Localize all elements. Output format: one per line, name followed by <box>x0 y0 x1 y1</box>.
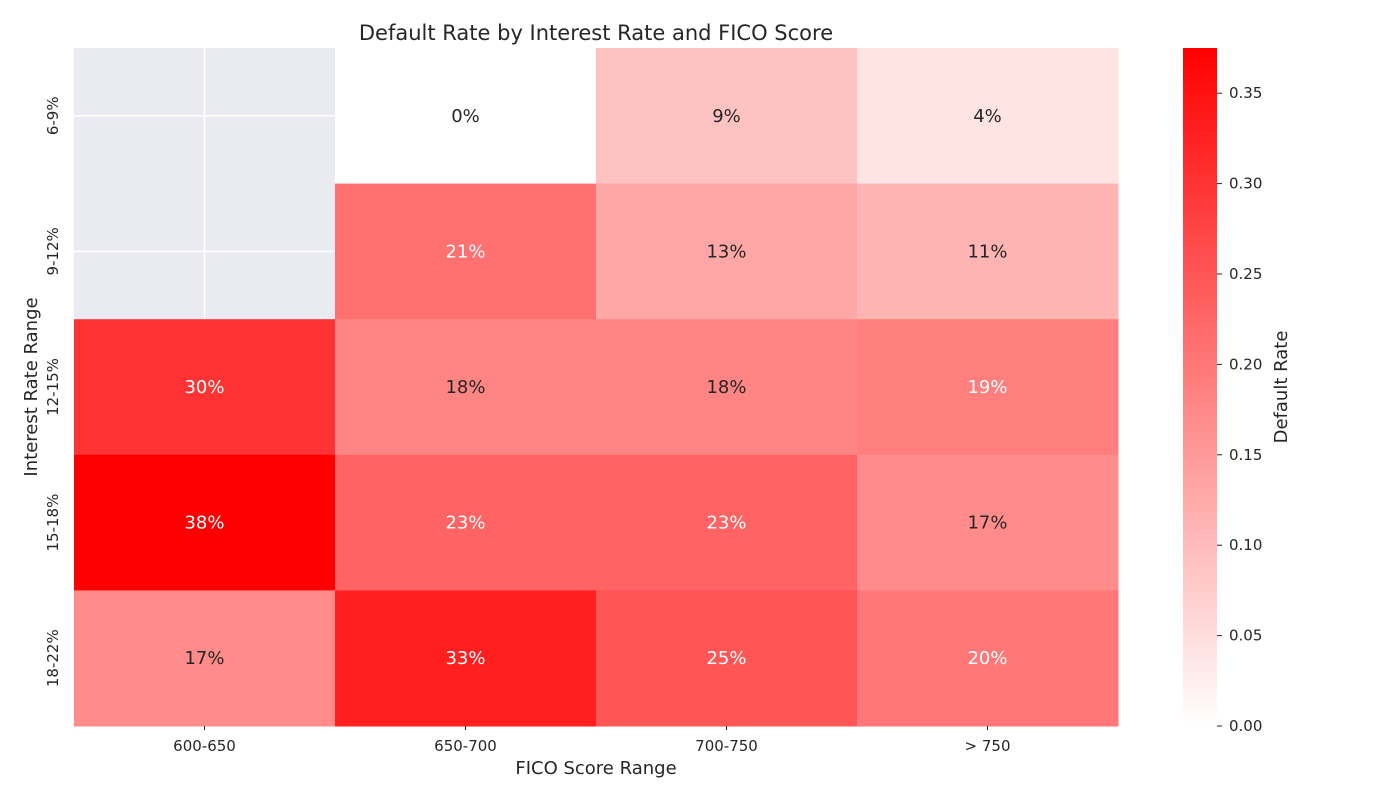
colorbar-tick-label: 0.25 <box>1229 265 1262 283</box>
x-tick-label: 700-750 <box>695 737 758 755</box>
y-axis-title: Interest Rate Range <box>21 297 42 476</box>
colorbar: 0.00 0.05 0.10 0.15 0.20 0.25 0.30 0.35 <box>1183 48 1262 735</box>
colorbar-tick-label: 0.00 <box>1229 717 1262 735</box>
colorbar-gradient <box>1183 48 1217 726</box>
x-tick-label: 650-700 <box>434 737 497 755</box>
x-axis-title: FICO Score Range <box>515 758 676 779</box>
heatmap-cell <box>857 454 1119 591</box>
heatmap-cell <box>335 48 597 185</box>
cell-value-label: 19% <box>967 377 1007 398</box>
chart-title: Default Rate by Interest Rate and FICO S… <box>359 21 833 45</box>
x-axis-ticks: 600-650 650-700 700-750 > 750 <box>173 726 1010 755</box>
x-tick-label: > 750 <box>965 737 1011 755</box>
colorbar-tick-label: 0.35 <box>1229 84 1262 102</box>
heatmap-cell <box>335 454 597 591</box>
heatmap-cell <box>74 590 336 727</box>
colorbar-tick-label: 0.10 <box>1229 536 1262 554</box>
cell-value-label: 4% <box>973 106 1002 127</box>
cell-value-label: 38% <box>184 513 224 534</box>
heatmap-cell <box>596 454 858 591</box>
cell-value-label: 18% <box>706 377 746 398</box>
cell-value-label: 23% <box>706 513 746 534</box>
heatmap-cell <box>596 590 858 727</box>
heatmap-cell <box>335 590 597 727</box>
heatmap-cell <box>596 183 858 320</box>
y-tick-label: 9-12% <box>44 227 62 275</box>
heatmap-cell <box>74 319 336 456</box>
y-tick-label: 12-15% <box>44 358 62 416</box>
cell-value-label: 20% <box>967 648 1007 669</box>
y-tick-label: 18-22% <box>44 629 62 687</box>
cell-value-label: 17% <box>967 513 1007 534</box>
cell-value-label: 23% <box>445 513 485 534</box>
heatmap-cell <box>857 48 1119 185</box>
heatmap-cell <box>596 319 858 456</box>
cell-value-label: 0% <box>451 106 480 127</box>
heatmap-cell <box>857 590 1119 727</box>
cell-value-label: 33% <box>445 648 485 669</box>
x-tick-label: 600-650 <box>173 737 236 755</box>
colorbar-tick-label: 0.20 <box>1229 355 1262 373</box>
cell-value-label: 18% <box>445 377 485 398</box>
y-axis-ticks: 6-9% 9-12% 12-15% 15-18% 18-22% <box>44 96 62 687</box>
heatmap-cell <box>74 454 336 591</box>
heatmap-cell <box>335 319 597 456</box>
y-tick-label: 15-18% <box>44 494 62 552</box>
cell-value-label: 11% <box>967 241 1007 262</box>
cell-value-label: 21% <box>445 241 485 262</box>
heatmap-cell <box>857 319 1119 456</box>
heatmap-cell <box>857 183 1119 320</box>
cell-value-label: 13% <box>706 241 746 262</box>
colorbar-tick-label: 0.15 <box>1229 446 1262 464</box>
colorbar-tick-label: 0.05 <box>1229 627 1262 645</box>
cell-value-label: 9% <box>712 106 741 127</box>
heatmap-cell <box>335 183 597 320</box>
cell-value-label: 30% <box>184 377 224 398</box>
cell-value-label: 17% <box>184 648 224 669</box>
cell-value-label: 25% <box>706 648 746 669</box>
heatmap-cells: 0% 9% 4% 21% 13% 11% 30% 18% 18% 19% 38% 23% 23% 17% 1… <box>74 48 1119 727</box>
y-tick-label: 6-9% <box>44 96 62 135</box>
colorbar-tick-label: 0.30 <box>1229 175 1262 193</box>
heatmap-cell <box>596 48 858 185</box>
colorbar-title: Default Rate <box>1271 331 1292 444</box>
